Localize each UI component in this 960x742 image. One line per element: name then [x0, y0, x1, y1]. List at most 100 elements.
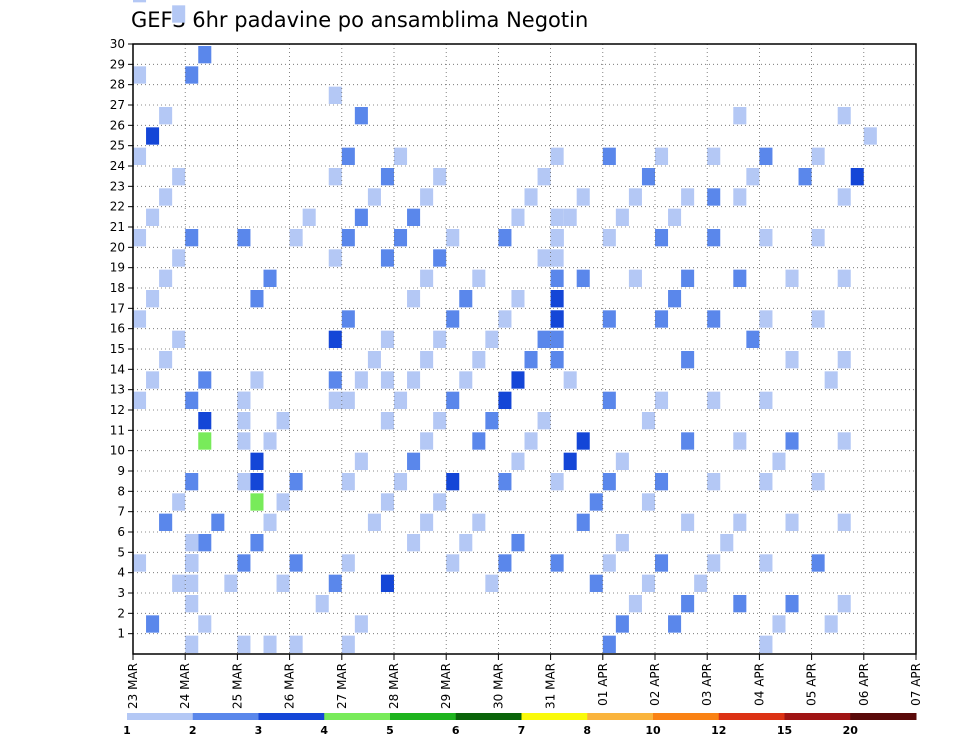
- x-tick-label-5: 28 MAR: [387, 663, 401, 709]
- precip-cell-130: [537, 168, 551, 186]
- precip-cell-5: [133, 391, 147, 409]
- precip-cell-33: [185, 66, 199, 84]
- precip-cell-192: [707, 147, 721, 165]
- precip-cell-82: [433, 493, 447, 511]
- precip-cell-65: [380, 493, 394, 511]
- precip-cell-9: [133, 310, 147, 328]
- precip-cell-174: [681, 269, 695, 287]
- precip-cell-134: [589, 493, 603, 511]
- precip-cell-86: [433, 412, 447, 430]
- x-tick-label-6: 29 MAR: [439, 663, 453, 709]
- precip-cell-194: [759, 635, 773, 653]
- precip-cell-143: [576, 188, 590, 206]
- precip-cell-201: [785, 432, 799, 450]
- y-tick-label-26: 26: [110, 118, 125, 132]
- precip-cell-55: [328, 249, 342, 267]
- precip-cell-80: [407, 534, 421, 552]
- y-tick-label-10: 10: [110, 444, 125, 458]
- precip-cell-140: [576, 269, 590, 287]
- precip-cell-136: [563, 452, 577, 470]
- precip-cell-2: [133, 554, 147, 572]
- precip-cell-66: [341, 473, 355, 491]
- precip-cell-147: [628, 595, 642, 613]
- precip-cell-0: [146, 615, 160, 633]
- precip-cell-20: [133, 66, 147, 84]
- precip-cell-40: [276, 493, 290, 511]
- precip-cell-99: [485, 574, 499, 592]
- precip-cell-37: [237, 554, 251, 572]
- precip-cell-225: [198, 412, 212, 430]
- colorbar-segment-4: [390, 713, 457, 720]
- precip-cell-199: [759, 473, 773, 491]
- y-tick-label-23: 23: [110, 179, 125, 193]
- precip-cell-96: [420, 188, 434, 206]
- y-tick-label-20: 20: [110, 240, 125, 254]
- precip-cell-186: [746, 330, 760, 348]
- precip-cell-167: [681, 513, 695, 531]
- precip-cell-166: [655, 554, 669, 572]
- precip-cell-203: [785, 351, 799, 369]
- precip-cell-13: [133, 229, 147, 247]
- precip-cell-123: [537, 330, 551, 348]
- x-tick-label-14: 06 APR: [857, 663, 871, 706]
- precip-cell-84: [407, 452, 421, 470]
- precip-cell-119: [537, 412, 551, 430]
- precip-cell-8: [172, 330, 186, 348]
- colorbar-segment-6: [521, 713, 588, 720]
- precip-cell-212: [837, 513, 851, 531]
- precip-cell-36: [276, 574, 290, 592]
- precip-cell-196: [785, 595, 799, 613]
- precip-cell-159: [615, 208, 629, 226]
- precip-cell-34: [198, 46, 212, 64]
- precip-cell-11: [159, 269, 173, 287]
- precip-cell-19: [159, 107, 173, 125]
- precip-cell-238: [550, 330, 564, 348]
- precip-cell-222: [837, 107, 851, 125]
- precip-cell-177: [681, 188, 695, 206]
- precip-cell-131: [589, 574, 603, 592]
- precip-cell-1: [172, 574, 186, 592]
- precip-cell-191: [746, 168, 760, 186]
- colorbar-label-4: 5: [386, 724, 394, 737]
- precip-cell-142: [563, 208, 577, 226]
- y-axis: 1234567891011121314151617181920212223242…: [110, 37, 133, 641]
- precip-cell-237: [550, 351, 564, 369]
- y-tick-label-7: 7: [117, 505, 125, 519]
- x-tick-label-12: 04 APR: [752, 663, 766, 706]
- colorbar-segment-3: [324, 713, 391, 720]
- x-tick-label-15: 07 APR: [909, 663, 923, 706]
- precip-cell-98: [394, 147, 408, 165]
- y-tick-label-27: 27: [110, 98, 125, 112]
- precip-cell-175: [655, 229, 669, 247]
- precip-cell-72: [380, 330, 394, 348]
- precip-cell-81: [420, 513, 434, 531]
- y-tick-label-4: 4: [117, 566, 125, 580]
- colorbar-segment-2: [258, 713, 325, 720]
- precip-cell-97: [433, 168, 447, 186]
- precip-cell-230: [250, 493, 264, 511]
- precip-cell-151: [641, 493, 655, 511]
- colorbar-segment-9: [718, 713, 785, 720]
- precip-cell-113: [446, 229, 460, 247]
- y-tick-label-2: 2: [117, 606, 125, 620]
- precip-cell-220: [837, 188, 851, 206]
- x-tick-label-9: 01 APR: [596, 663, 610, 706]
- precip-cell-14: [146, 208, 160, 226]
- precip-cell-62: [380, 574, 394, 592]
- precip-cell-170: [655, 391, 669, 409]
- precip-cell-107: [459, 371, 473, 389]
- precip-cell-246: [850, 168, 864, 186]
- precip-cell-87: [394, 391, 408, 409]
- precip-cell-110: [446, 310, 460, 328]
- precip-cell-242: [550, 249, 564, 267]
- precip-cell-28: [211, 513, 225, 531]
- precip-cell-125: [511, 290, 525, 308]
- x-tick-label-4: 27 MAR: [335, 663, 349, 709]
- precip-cell-42: [263, 432, 277, 450]
- precip-cell-88: [407, 371, 421, 389]
- precip-cell-185: [707, 391, 721, 409]
- colorbar-label-7: 8: [583, 724, 591, 737]
- colorbar-segment-1: [192, 713, 259, 720]
- precip-cell-138: [563, 371, 577, 389]
